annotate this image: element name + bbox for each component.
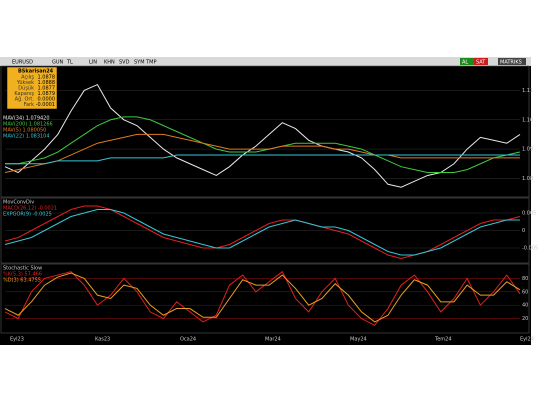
info-value: 1.0888 <box>38 80 56 86</box>
y-tick-label: 1.11 <box>522 88 533 94</box>
symbol[interactable]: EURUSD <box>12 60 33 66</box>
toolbar <box>0 57 531 66</box>
indicator-label: MAV(34) 1.079420 <box>3 116 50 122</box>
toolbar-button[interactable]: SAT <box>476 60 486 66</box>
indicator-label: %K(5,3) 57.466 <box>3 272 42 278</box>
toolbar-button[interactable]: SYM TMP <box>134 60 157 66</box>
toolbar-button[interactable]: TL <box>66 60 73 66</box>
y-tick-label: 0.005 <box>522 211 536 217</box>
y-tick-label: 40 <box>522 303 528 309</box>
x-label: Tem24 <box>434 337 452 343</box>
y-tick-label: -0.005 <box>522 246 538 252</box>
toolbar-button[interactable]: AL <box>462 60 468 66</box>
toolbar-button[interactable]: LIN <box>89 60 97 66</box>
y-tick-label: 1.10 <box>522 117 533 123</box>
info-title: BSkarisan24 <box>18 69 54 75</box>
toolbar-button[interactable]: SVD <box>119 60 130 66</box>
info-value: 0.0000 <box>38 97 56 103</box>
info-value: 1.0878 <box>38 75 56 81</box>
toolbar-button-bg[interactable] <box>474 58 488 65</box>
toolbar-button[interactable]: KHN <box>104 60 115 66</box>
info-box <box>6 66 58 110</box>
x-label: Mar24 <box>265 337 281 343</box>
info-value: 1.0877 <box>38 86 56 92</box>
toolbar-button-bg[interactable] <box>460 58 474 65</box>
x-label: May24 <box>350 337 367 343</box>
info-label: Kapanış <box>14 91 34 97</box>
x-label: Oca24 <box>180 337 196 343</box>
panel-frame <box>0 65 530 198</box>
info-label: Yüksek <box>16 80 34 86</box>
toolbar-button[interactable]: MATRIKS <box>500 60 522 66</box>
y-tick-label: 1.08 <box>522 176 533 182</box>
x-label: Eyl24 <box>520 337 534 343</box>
y-tick-label: 80 <box>522 276 528 282</box>
panel-frame <box>0 197 530 264</box>
indicator-line <box>4 83 521 188</box>
y-tick-label: 0 <box>522 228 525 234</box>
panel-frame <box>0 263 530 334</box>
x-label: Kas23 <box>95 337 110 343</box>
info-label: Açılış <box>21 75 34 81</box>
y-tick-label: 1.09 <box>522 147 533 153</box>
toolbar-button-bg[interactable] <box>498 58 526 65</box>
info-label: Düşük <box>18 86 34 92</box>
indicator-line <box>5 154 520 165</box>
indicator-label: MAV(22) 1.083104 <box>3 134 50 140</box>
y-tick-label: 20 <box>522 316 528 322</box>
indicator-label: EXPGOR(9) -0.0025 <box>3 212 52 218</box>
indicator-line <box>4 205 521 260</box>
x-label: Eyl23 <box>10 337 24 343</box>
indicator-label: MovConvDiv <box>3 200 34 206</box>
indicator-label: %D(3) 63.4755 <box>3 278 41 284</box>
indicator-label: MAV(5) 1.080050 <box>3 128 46 134</box>
indicator-line <box>4 270 521 326</box>
indicator-line <box>4 272 521 323</box>
y-tick-label: 60 <box>522 289 528 295</box>
info-value: 1.0879 <box>38 91 56 97</box>
indicator-label: MACD(26,12) -0.0021 <box>3 206 57 212</box>
indicator-line <box>5 116 521 174</box>
indicator-line <box>4 133 520 174</box>
info-label: Ağ. Ort. <box>15 96 35 103</box>
indicator-label: Stochastic Slow <box>3 266 42 272</box>
indicator-label: MAV(200) 1.081266 <box>3 122 53 128</box>
info-label: Fark <box>24 102 35 108</box>
chart-background <box>0 57 531 345</box>
indicator-line <box>4 209 520 256</box>
toolbar-button[interactable]: GUN <box>52 60 64 66</box>
info-value: -0.0001 <box>36 102 55 108</box>
